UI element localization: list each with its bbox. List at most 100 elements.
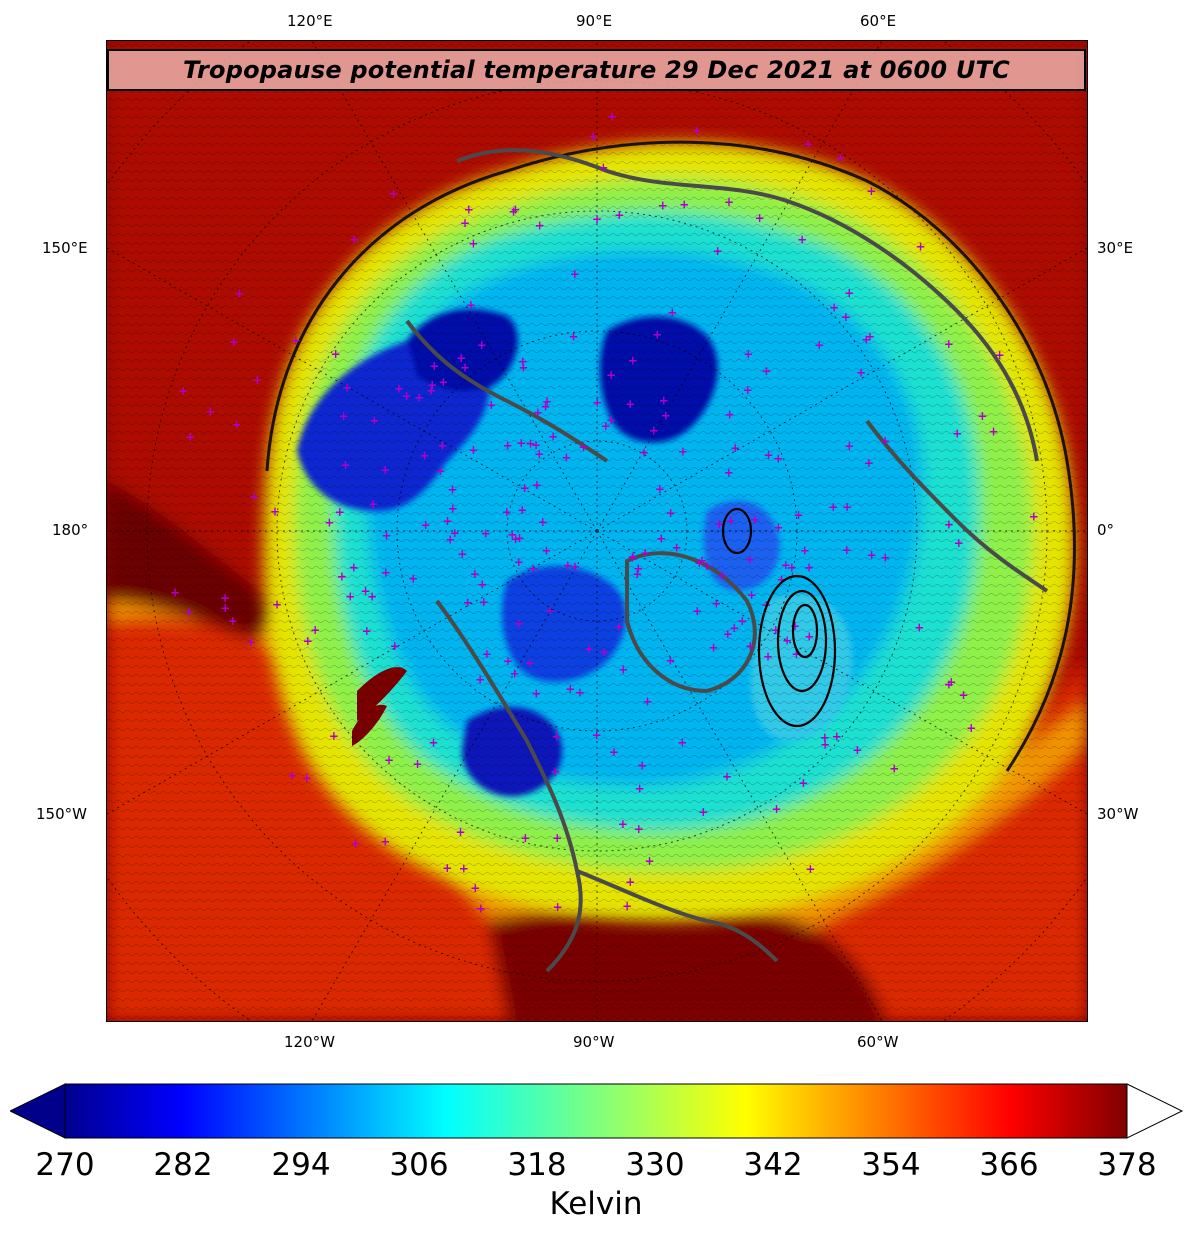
- station-marker: +: [486, 398, 496, 412]
- station-marker: +: [438, 375, 448, 389]
- station-marker: +: [618, 817, 628, 831]
- station-marker: +: [725, 408, 735, 422]
- station-marker: +: [592, 728, 602, 742]
- station-marker: +: [390, 639, 400, 653]
- station-marker: +: [565, 682, 575, 696]
- station-marker: +: [1029, 510, 1039, 524]
- station-marker: +: [475, 672, 485, 686]
- top-label-90e: 90°E: [576, 12, 613, 30]
- station-marker: +: [389, 186, 399, 200]
- station-marker: +: [797, 233, 807, 247]
- colorbar-tick-label: 282: [153, 1147, 213, 1183]
- right-label-30e: 30°E: [1097, 239, 1134, 257]
- station-marker: +: [588, 130, 598, 144]
- station-marker: +: [702, 559, 712, 573]
- station-marker: +: [421, 518, 431, 532]
- station-marker: +: [542, 394, 552, 408]
- station-marker: +: [291, 333, 301, 347]
- station-marker: +: [450, 526, 460, 540]
- station-marker: +: [503, 439, 513, 453]
- station-marker: +: [270, 505, 280, 519]
- station-marker: +: [627, 550, 637, 564]
- station-marker: +: [460, 216, 470, 230]
- station-marker: +: [678, 444, 688, 458]
- station-marker: +: [234, 287, 244, 301]
- colorbar-gradient: [64, 1083, 1128, 1139]
- colorbar-tick-label: 318: [507, 1147, 567, 1183]
- station-marker: +: [368, 497, 378, 511]
- station-marker: +: [477, 577, 487, 591]
- station-marker: +: [420, 449, 430, 463]
- station-marker: +: [659, 394, 669, 408]
- station-marker: +: [249, 490, 259, 504]
- station-marker: +: [563, 559, 573, 573]
- station-marker: +: [618, 663, 628, 677]
- colorbar-tick-label: 330: [625, 1147, 685, 1183]
- station-marker: +: [502, 505, 512, 519]
- station-marker: +: [561, 451, 571, 465]
- station-marker: +: [517, 503, 527, 517]
- station-marker: +: [722, 769, 732, 783]
- station-marker: +: [443, 514, 453, 528]
- station-marker: +: [526, 437, 536, 451]
- station-marker: +: [889, 762, 899, 776]
- colorbar-label: Kelvin: [549, 1186, 643, 1222]
- station-marker: +: [511, 532, 521, 546]
- colorbar-tick-label: 342: [743, 1147, 803, 1183]
- station-marker: +: [535, 218, 545, 232]
- title-banner: Tropopause potential temperature 29 Dec …: [107, 49, 1086, 91]
- station-marker: +: [382, 528, 392, 542]
- station-marker: +: [448, 501, 458, 515]
- station-marker: +: [380, 463, 390, 477]
- station-marker: +: [622, 899, 632, 913]
- station-marker: +: [773, 520, 783, 534]
- station-marker: +: [692, 123, 702, 137]
- station-marker: +: [287, 769, 297, 783]
- station-marker: +: [643, 694, 653, 708]
- bottom-label-90w: 90°W: [573, 1033, 615, 1051]
- station-marker: +: [723, 627, 733, 641]
- station-marker: +: [553, 900, 563, 914]
- station-marker: +: [625, 397, 635, 411]
- station-marker: +: [632, 567, 642, 581]
- station-marker: +: [232, 418, 242, 432]
- station-marker: +: [782, 633, 792, 647]
- station-marker: +: [672, 541, 682, 555]
- meridian-150e: [107, 247, 598, 532]
- right-label-0: 0°: [1097, 521, 1115, 539]
- station-marker: +: [714, 517, 724, 531]
- closed-contour-3: [791, 603, 819, 659]
- station-marker: +: [665, 654, 675, 668]
- station-marker: +: [380, 835, 390, 849]
- station-marker: +: [479, 595, 489, 609]
- station-marker: +: [713, 244, 723, 258]
- station-marker: +: [916, 240, 926, 254]
- station-marker: +: [694, 556, 704, 570]
- station-marker: +: [835, 151, 845, 165]
- station-marker: +: [482, 647, 492, 661]
- station-marker: +: [429, 735, 439, 749]
- station-marker: +: [724, 195, 734, 209]
- station-marker: +: [476, 901, 486, 915]
- station-marker: +: [655, 482, 665, 496]
- station-marker: +: [429, 359, 439, 373]
- station-marker: +: [302, 771, 312, 785]
- station-marker: +: [518, 355, 528, 369]
- colorbar-over-triangle: [1126, 1083, 1184, 1139]
- meridian-120e: [311, 41, 598, 532]
- station-marker: +: [952, 427, 962, 441]
- station-marker: +: [345, 589, 355, 603]
- station-marker: +: [625, 875, 635, 889]
- station-marker: +: [381, 566, 391, 580]
- station-marker: +: [205, 405, 215, 419]
- station-marker: +: [228, 614, 238, 628]
- station-marker: +: [466, 298, 476, 312]
- station-marker: +: [914, 621, 924, 635]
- meridian-60e: [596, 41, 883, 532]
- station-marker: +: [633, 562, 643, 576]
- station-marker: +: [842, 500, 852, 514]
- closed-contour-4: [721, 507, 753, 555]
- station-marker: +: [342, 381, 352, 395]
- closed-contour-1: [757, 574, 837, 728]
- station-marker: +: [745, 552, 755, 566]
